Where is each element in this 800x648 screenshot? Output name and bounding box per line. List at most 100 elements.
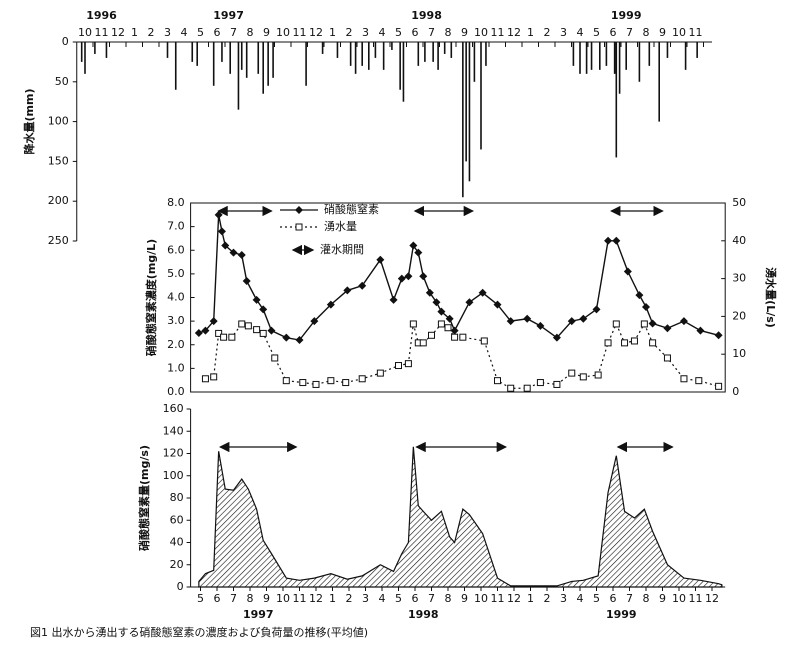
rain-bar bbox=[485, 42, 487, 66]
diamond-marker bbox=[536, 321, 545, 330]
diamond-marker bbox=[552, 333, 561, 342]
x-tick-label: 4 bbox=[577, 26, 584, 39]
diamond-marker bbox=[229, 248, 238, 257]
square-marker bbox=[259, 329, 267, 337]
y-axis-title: 硝酸態窒素量(mg/s) bbox=[137, 445, 151, 551]
diamond-marker bbox=[663, 324, 672, 333]
x-tick-label: 11 bbox=[95, 26, 109, 39]
y-tick-label: 0 bbox=[62, 35, 69, 48]
diamond-marker bbox=[358, 281, 367, 290]
x-tick-label: 10 bbox=[672, 592, 686, 605]
diamond-marker bbox=[478, 288, 487, 297]
x-tick-label: 4 bbox=[379, 592, 386, 605]
diamond-marker bbox=[523, 314, 532, 323]
x-tick-label: 2 bbox=[346, 26, 353, 39]
square-marker bbox=[507, 384, 515, 392]
diamond-marker bbox=[635, 291, 644, 300]
x-tick-label: 9 bbox=[461, 592, 468, 605]
x-tick-label: 11 bbox=[293, 26, 307, 39]
square-marker bbox=[210, 373, 218, 381]
y-tick-label: 80 bbox=[170, 491, 184, 504]
rain-bar bbox=[391, 42, 393, 50]
rain-bar bbox=[368, 42, 370, 70]
rain-bar bbox=[432, 42, 434, 62]
x-tick-label: 3 bbox=[164, 26, 171, 39]
square-marker bbox=[451, 333, 459, 341]
x-tick-label: 6 bbox=[412, 592, 419, 605]
diamond-marker bbox=[642, 302, 650, 311]
x-tick-label: 1 bbox=[329, 592, 336, 605]
rain-bar bbox=[84, 42, 86, 74]
x-tick-label: 7 bbox=[626, 26, 633, 39]
x-tick-label: 5 bbox=[395, 592, 402, 605]
x-tick-label: 1 bbox=[527, 592, 534, 605]
x-tick-label: 12 bbox=[309, 592, 323, 605]
x-tick-label: 11 bbox=[689, 26, 703, 39]
year-label: 1999 bbox=[606, 608, 637, 621]
rain-bar bbox=[191, 42, 194, 62]
y-tick-label: 1.0 bbox=[167, 361, 185, 374]
square-marker bbox=[419, 339, 427, 347]
legend-label: 湧水量 bbox=[324, 220, 357, 233]
year-label: 1998 bbox=[411, 9, 442, 22]
rain-bar bbox=[625, 42, 627, 70]
diamond-marker bbox=[221, 241, 230, 250]
square-marker bbox=[523, 384, 531, 392]
x-tick-label: 2 bbox=[346, 592, 353, 605]
x-tick-label: 8 bbox=[643, 592, 650, 605]
diamond-marker bbox=[648, 319, 657, 328]
y2-tick-label: 0 bbox=[732, 385, 739, 398]
y-tick-label: 200 bbox=[48, 194, 69, 207]
x-tick-label: 1 bbox=[527, 26, 534, 39]
diamond-marker bbox=[217, 227, 226, 236]
rain-bar bbox=[417, 42, 420, 66]
diamond-marker bbox=[389, 295, 398, 304]
rain-bar bbox=[399, 42, 401, 90]
rain-bar bbox=[336, 42, 339, 58]
diamond-marker bbox=[343, 286, 352, 295]
diamond-marker bbox=[404, 272, 413, 281]
rain-bar bbox=[272, 42, 274, 78]
square-marker bbox=[680, 375, 688, 383]
y-tick-label: 5.0 bbox=[167, 267, 185, 280]
rain-bar bbox=[450, 42, 453, 58]
x-tick-label: 1 bbox=[329, 26, 336, 39]
square-marker bbox=[376, 369, 384, 377]
rain-bar bbox=[196, 42, 198, 66]
rain-bar bbox=[382, 42, 385, 70]
y-tick-label: 140 bbox=[163, 424, 184, 437]
x-tick-label: 9 bbox=[659, 592, 666, 605]
y-tick-label: 250 bbox=[48, 234, 69, 247]
rain-bar bbox=[437, 42, 439, 70]
diamond-marker bbox=[295, 336, 304, 345]
y-tick-label: 60 bbox=[170, 513, 184, 526]
y-tick-label: 100 bbox=[163, 469, 184, 482]
x-tick-label: 6 bbox=[214, 26, 221, 39]
square-marker bbox=[621, 339, 629, 347]
rain-bar bbox=[696, 42, 698, 58]
square-marker bbox=[358, 375, 366, 383]
x-tick-label: 2 bbox=[544, 592, 551, 605]
year-label: 1999 bbox=[611, 9, 642, 22]
rain-bar bbox=[605, 42, 608, 66]
y-tick-label: 0.0 bbox=[167, 385, 185, 398]
year-label: 1996 bbox=[86, 9, 117, 22]
y2-tick-label: 40 bbox=[732, 234, 746, 247]
rain-bar bbox=[321, 42, 324, 54]
rain-bar bbox=[361, 42, 363, 66]
y-axis-title: 降水量(mm) bbox=[22, 89, 36, 155]
square-marker bbox=[695, 377, 703, 385]
rain-bar bbox=[80, 42, 83, 62]
diamond-marker bbox=[450, 326, 459, 335]
x-tick-label: 9 bbox=[263, 592, 270, 605]
x-tick-label: 6 bbox=[412, 26, 419, 39]
year-label: 1997 bbox=[243, 608, 274, 621]
x-tick-label: 7 bbox=[428, 26, 435, 39]
rain-bar bbox=[615, 42, 618, 158]
rain-bar bbox=[613, 42, 616, 74]
square-marker bbox=[444, 324, 452, 332]
x-tick-label: 8 bbox=[247, 26, 254, 39]
legend-label: 灌水期間 bbox=[320, 243, 364, 256]
x-tick-label: 7 bbox=[230, 592, 237, 605]
